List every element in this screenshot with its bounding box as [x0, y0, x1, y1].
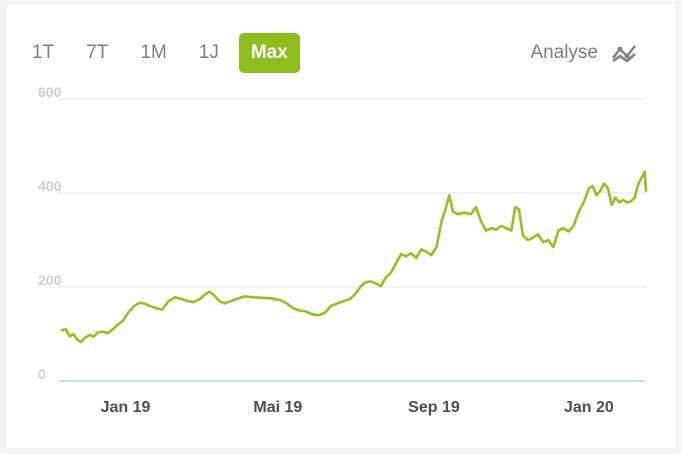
- tab-1t[interactable]: 1T: [32, 42, 55, 63]
- range-tabs: 1T 7T 1M 1J Max: [20, 33, 308, 73]
- analyse-button[interactable]: Analyse: [530, 42, 638, 64]
- series-line: [60, 170, 648, 344]
- x-tick-label: Sep 19: [408, 399, 460, 416]
- y-tick-label: 400: [38, 178, 62, 194]
- price-chart-card: 1T 7T 1M 1J Max Analyse: [6, 4, 676, 448]
- x-tick-label: Jan 20: [564, 399, 614, 416]
- x-tick-label: Mai 19: [253, 399, 302, 416]
- y-tick-label: 0: [38, 366, 46, 382]
- tab-7t[interactable]: 7T: [86, 42, 109, 63]
- tab-1m[interactable]: 1M: [140, 42, 167, 63]
- y-tick-label: 600: [38, 84, 62, 100]
- tab-1j[interactable]: 1J: [198, 42, 219, 63]
- analyse-chart-icon: [612, 45, 636, 63]
- y-tick-label: 200: [38, 272, 62, 288]
- tab-max[interactable]: Max: [238, 33, 300, 73]
- x-tick-label: Jan 19: [101, 399, 151, 416]
- analyse-label: Analyse: [530, 42, 598, 63]
